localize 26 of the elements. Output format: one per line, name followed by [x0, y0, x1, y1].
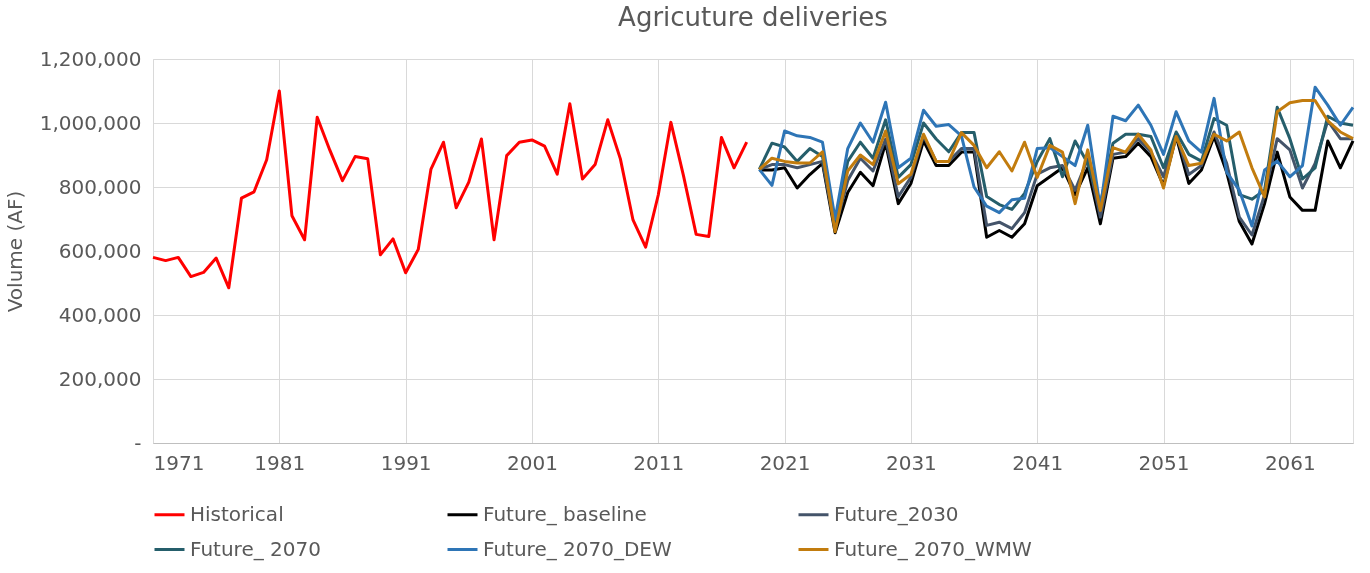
y-tick-label: 600,000 — [58, 238, 142, 263]
legend-label: Future_2030 — [834, 501, 959, 526]
y-tick-label: - — [134, 430, 142, 455]
x-tick-label: 1981 — [254, 450, 306, 475]
y-tick-label: 400,000 — [58, 302, 142, 327]
x-tick-label: 1971 — [153, 450, 205, 475]
y-tick-label: 1,200,000 — [39, 46, 142, 71]
x-tick-label: 2011 — [633, 450, 685, 475]
legend-label: Historical — [190, 501, 284, 526]
x-tick-label: 2031 — [885, 450, 937, 475]
x-tick-label: 2051 — [1138, 450, 1190, 475]
x-tick-label: 2001 — [506, 450, 558, 475]
y-tick-label: 200,000 — [58, 366, 142, 391]
legend-label: Future_ baseline — [483, 501, 647, 526]
y-tick-label: 1,000,000 — [39, 110, 142, 135]
line-series — [151, 89, 749, 290]
chart-title: Agricuture deliveries — [618, 2, 888, 32]
x-tick-label: 2061 — [1264, 450, 1316, 475]
y-tick-label: 800,000 — [58, 174, 142, 199]
x-tick-label: 1991 — [380, 450, 432, 475]
legend-label: Future_ 2070_WMW — [834, 536, 1032, 561]
legend-label: Future_ 2070 — [190, 536, 321, 561]
x-tick-label: 2021 — [759, 450, 811, 475]
y-axis-title: Volume (AF) — [2, 190, 27, 313]
x-tick-label: 2041 — [1012, 450, 1064, 475]
legend-label: Future_ 2070_DEW — [483, 536, 672, 561]
